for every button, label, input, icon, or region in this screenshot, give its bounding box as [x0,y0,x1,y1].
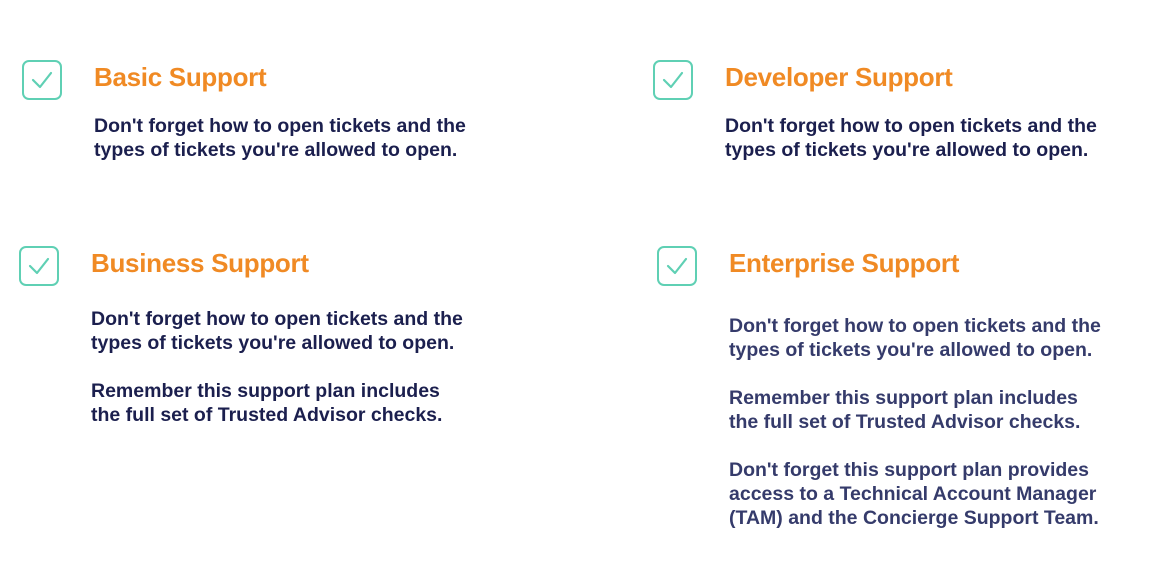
card-paragraph: Remember this support plan includes the f… [91,379,442,427]
card-paragraph: Don't forget how to open tickets and the… [91,307,463,355]
paragraph-line: types of tickets you're allowed to open. [91,332,455,354]
paragraph-line: Don't forget how to open tickets and the [725,115,1097,137]
paragraph-line: Don't forget how to open tickets and the [729,315,1101,337]
paragraph-line: Don't forget how to open tickets and the [91,308,463,330]
paragraph-line: Remember this support plan includes [729,387,1078,409]
card-title: Developer Support [725,62,953,92]
check-square-icon [657,246,697,286]
paragraph-line: the full set of Trusted Advisor checks. [91,404,443,426]
check-square-icon [653,60,693,100]
paragraph-line: the full set of Trusted Advisor checks. [729,411,1081,433]
card-paragraph: Remember this support plan includes the f… [729,386,1080,434]
paragraph-line: Don't forget how to open tickets and the [94,115,466,137]
card-title: Basic Support [94,62,267,92]
check-square-icon [22,60,62,100]
paragraph-line: Remember this support plan includes [91,380,440,402]
paragraph-line: types of tickets you're allowed to open. [94,139,458,161]
paragraph-line: access to a Technical Account Manager [729,483,1097,505]
card-paragraph: Don't forget how to open tickets and the… [94,114,466,162]
paragraph-line: types of tickets you're allowed to open. [725,139,1089,161]
paragraph-line: Don't forget this support plan provides [729,459,1089,481]
paragraph-line: types of tickets you're allowed to open. [729,339,1093,361]
card-paragraph: Don't forget this support plan provides a… [729,458,1099,530]
card-title: Enterprise Support [729,248,960,278]
paragraph-line: (TAM) and the Concierge Support Team. [729,507,1099,529]
card-title: Business Support [91,248,309,278]
card-paragraph: Don't forget how to open tickets and the… [729,314,1101,362]
check-square-icon [19,246,59,286]
card-paragraph: Don't forget how to open tickets and the… [725,114,1097,162]
